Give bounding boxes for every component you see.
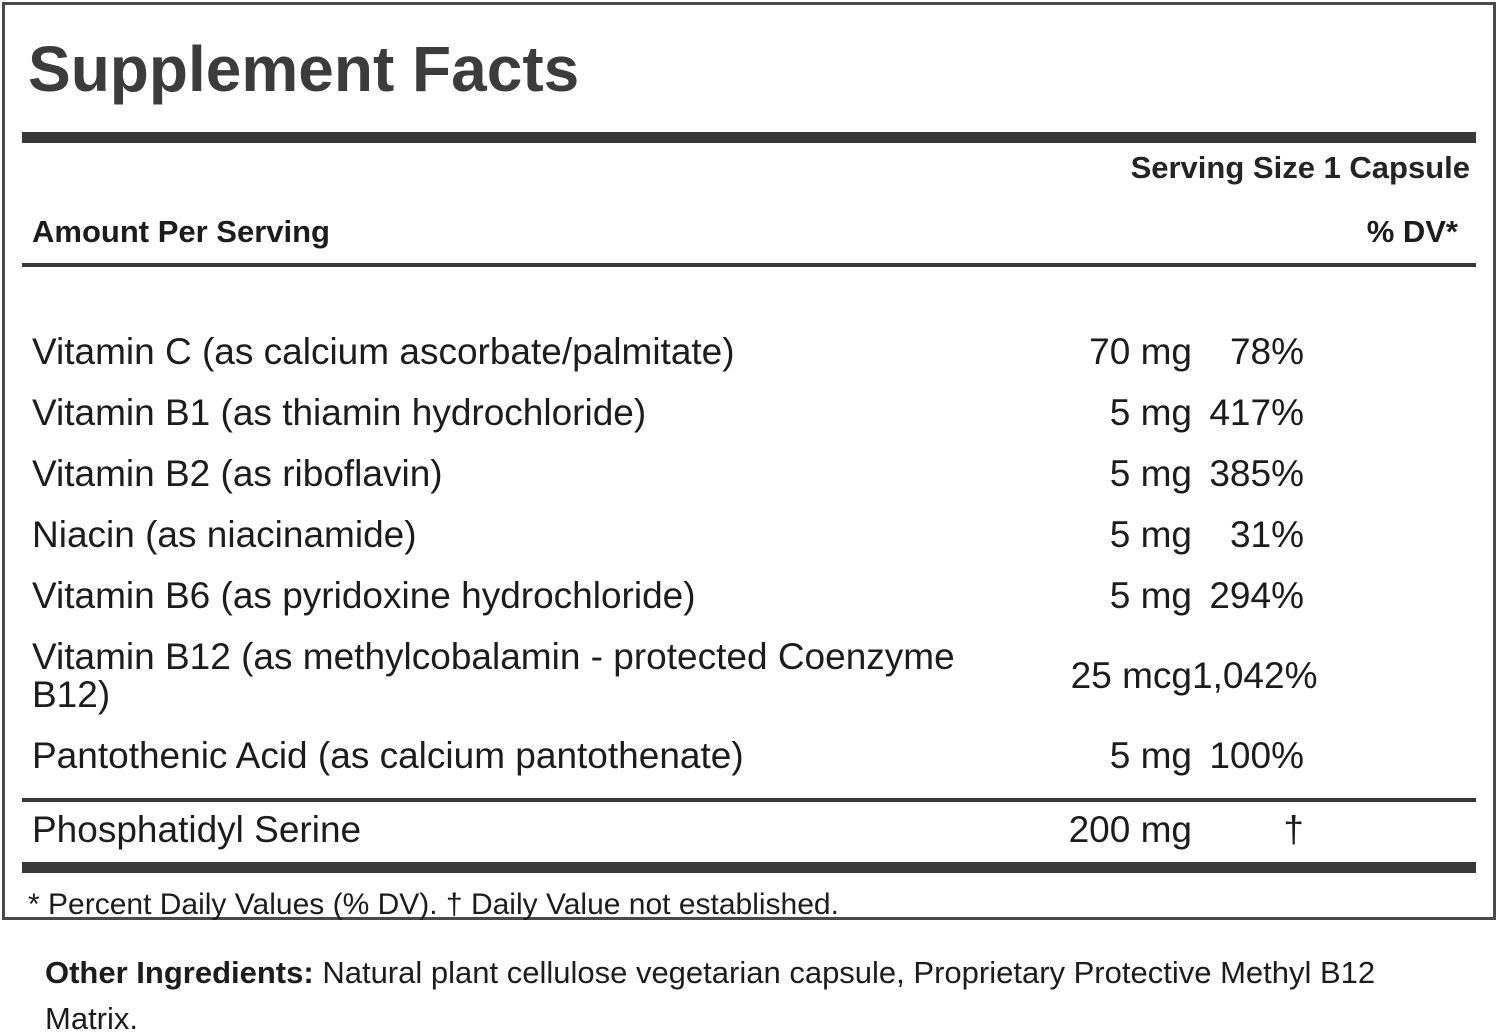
nutrient-name: Pantothenic Acid (as calcium pantothenat… <box>32 735 744 776</box>
nutrient-name: Vitamin B2 (as riboflavin) <box>32 453 443 494</box>
nutrient-amount: 5 mg <box>1109 392 1192 433</box>
header-rule <box>22 263 1476 267</box>
nutrient-row: Phosphatidyl Serine 200 mg † <box>22 811 1476 849</box>
nutrient-dv: 78% <box>1229 331 1304 372</box>
nutrient-dv: 417% <box>1209 392 1304 433</box>
serving-size: Serving Size 1 Capsule <box>1130 150 1470 185</box>
nutrient-row: Vitamin B12 (as methylcobalamin - protec… <box>22 638 1476 714</box>
supplement-facts-panel: Supplement Facts Serving Size 1 Capsule … <box>2 2 1496 921</box>
thick-rule-bottom <box>22 862 1476 873</box>
nutrient-dv: 31% <box>1229 514 1304 555</box>
section-rule <box>22 798 1476 802</box>
other-ingredients: Other Ingredients: Natural plant cellulo… <box>45 950 1420 1033</box>
nutrient-dv: † <box>1283 809 1304 850</box>
nutrient-name: Vitamin B6 (as pyridoxine hydrochloride) <box>32 575 696 616</box>
nutrient-row: Vitamin B2 (as riboflavin) 5 mg 385% <box>22 455 1476 493</box>
amount-per-serving-header: Amount Per Serving <box>32 214 330 249</box>
nutrient-dv: 385% <box>1209 453 1304 494</box>
nutrient-name: Niacin (as niacinamide) <box>32 514 417 555</box>
nutrient-amount: 70 mg <box>1089 331 1192 372</box>
nutrient-amount: 5 mg <box>1109 575 1192 616</box>
nutrient-amount: 5 mg <box>1109 514 1192 555</box>
other-ingredients-text: Natural plant cellulose vegetarian capsu… <box>45 955 1376 1033</box>
nutrient-row: Vitamin B1 (as thiamin hydrochloride) 5 … <box>22 394 1476 432</box>
nutrient-amount: 200 mg <box>1068 809 1192 850</box>
nutrient-row: Pantothenic Acid (as calcium pantothenat… <box>22 737 1476 775</box>
nutrient-name: Vitamin C (as calcium ascorbate/palmitat… <box>32 331 735 372</box>
nutrient-row: Vitamin B6 (as pyridoxine hydrochloride)… <box>22 577 1476 615</box>
nutrient-row: Vitamin C (as calcium ascorbate/palmitat… <box>22 333 1476 371</box>
nutrient-dv: 294% <box>1209 575 1304 616</box>
nutrient-dv: 100% <box>1209 735 1304 776</box>
nutrient-name: Phosphatidyl Serine <box>32 809 362 850</box>
nutrient-name: Vitamin B12 (as methylcobalamin - protec… <box>32 636 955 715</box>
nutrient-dv: 1,042% <box>1192 655 1318 696</box>
percent-dv-header: % DV* <box>1366 214 1458 249</box>
panel-title: Supplement Facts <box>28 33 580 105</box>
daily-value-footnote: * Percent Daily Values (% DV). † Daily V… <box>28 888 839 921</box>
nutrient-name: Vitamin B1 (as thiamin hydrochloride) <box>32 392 647 433</box>
nutrient-amount: 25 mcg <box>1070 655 1192 696</box>
column-headers: Amount Per Serving % DV* <box>22 214 1476 250</box>
nutrient-table: Vitamin C (as calcium ascorbate/palmitat… <box>22 333 1476 849</box>
nutrient-row: Niacin (as niacinamide) 5 mg 31% <box>22 516 1476 554</box>
other-ingredients-label: Other Ingredients: <box>45 955 314 990</box>
thick-rule-top <box>22 132 1476 143</box>
nutrient-amount: 5 mg <box>1109 735 1192 776</box>
nutrient-amount: 5 mg <box>1109 453 1192 494</box>
